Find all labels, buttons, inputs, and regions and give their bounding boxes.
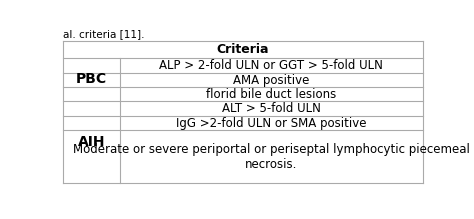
Text: al. criteria [11].: al. criteria [11]. [63,29,145,39]
Text: florid bile duct lesions: florid bile duct lesions [206,88,337,101]
Text: ALP > 2-fold ULN or GGT > 5-fold ULN: ALP > 2-fold ULN or GGT > 5-fold ULN [159,59,383,72]
Text: PBC: PBC [76,72,107,87]
Text: Criteria: Criteria [217,43,269,56]
Text: AIH: AIH [78,135,105,149]
Text: Moderate or severe periportal or periseptal lymphocytic piecemeal
necrosis.: Moderate or severe periportal or perisep… [73,143,470,171]
Text: AMA positive: AMA positive [233,74,310,87]
Text: IgG >2-fold ULN or SMA positive: IgG >2-fold ULN or SMA positive [176,117,366,130]
Text: ALT > 5-fold ULN: ALT > 5-fold ULN [222,102,320,115]
